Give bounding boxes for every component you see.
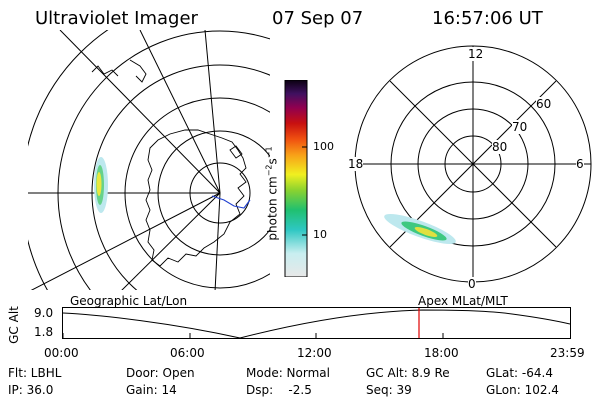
date-label: 07 Sep 07 <box>272 8 364 29</box>
time-tick-2359: 23:59 <box>550 346 585 360</box>
polar-aurora-peak <box>414 227 438 237</box>
colorbar-tick-10: 10 <box>313 228 327 241</box>
unit-exp2: −1 <box>264 146 274 159</box>
polar-diagonal <box>389 80 557 248</box>
colorbar-unit-label: photon cm−2s−1 <box>265 134 280 254</box>
filter-info: Flt: LBHL <box>8 366 62 380</box>
door-info: Door: Open <box>126 366 195 380</box>
meridian <box>214 192 221 290</box>
lat-label-60: 60 <box>536 97 552 111</box>
peninsula-coast <box>91 65 119 77</box>
mlt-label-0: 0 <box>468 277 476 291</box>
dsp-info: Dsp: -2.5 <box>246 383 312 397</box>
unit-exp1: −2 <box>264 164 274 177</box>
mode-info: Mode: Normal <box>246 366 330 380</box>
mlt-label-12: 12 <box>468 47 484 61</box>
geographic-map <box>28 30 270 290</box>
southamerica-coast <box>129 59 147 83</box>
lat-circle <box>57 30 270 290</box>
time-label: 16:57:06 UT <box>432 8 543 29</box>
unit-mid: s <box>265 158 280 165</box>
antarctica-coast <box>145 129 247 267</box>
island-coast <box>229 145 243 159</box>
mlt-label-6: 6 <box>576 157 584 171</box>
lat-label-80: 80 <box>492 140 508 154</box>
seq-info: Seq: 39 <box>366 383 412 397</box>
meridian <box>121 192 221 290</box>
time-tick-1200: 12:00 <box>297 346 332 360</box>
gain-info: Gain: 14 <box>126 383 177 397</box>
mlt-label-18: 18 <box>348 157 364 171</box>
glat-info: GLat: -64.4 <box>486 366 553 380</box>
y-min-label: 1.8 <box>34 325 54 339</box>
time-tick-1800: 18:00 <box>424 346 459 360</box>
time-tick-0600: 06:00 <box>170 346 205 360</box>
geographic-label: Geographic Lat/Lon <box>70 294 188 308</box>
meridian <box>59 30 221 194</box>
colorbar-gradient <box>284 80 308 277</box>
apex-label: Apex MLat/MLT <box>418 294 508 308</box>
altitude-timeline <box>62 307 571 339</box>
lat-label-70: 70 <box>512 120 528 134</box>
instrument-title: Ultraviolet Imager <box>35 8 198 29</box>
time-tick-0000: 00:00 <box>44 346 79 360</box>
y-max-label: 9.0 <box>34 306 54 320</box>
meridian <box>139 30 221 194</box>
colorbar <box>284 80 308 277</box>
gc-alt-info: GC Alt: 8.9 Re <box>366 366 450 380</box>
ross-shelf <box>211 195 251 209</box>
altitude-curve <box>62 309 571 339</box>
ip-info: IP: 36.0 <box>8 383 54 397</box>
meridian <box>204 30 221 194</box>
gc-alt-axis-label: GC Alt <box>7 306 21 344</box>
unit-text: photon cm <box>265 176 280 241</box>
meridian <box>30 192 221 290</box>
polar-plot <box>354 45 592 283</box>
colorbar-tick-100: 100 <box>313 140 334 153</box>
glon-info: GLon: 102.4 <box>486 383 559 397</box>
aurora-peak <box>96 172 102 196</box>
